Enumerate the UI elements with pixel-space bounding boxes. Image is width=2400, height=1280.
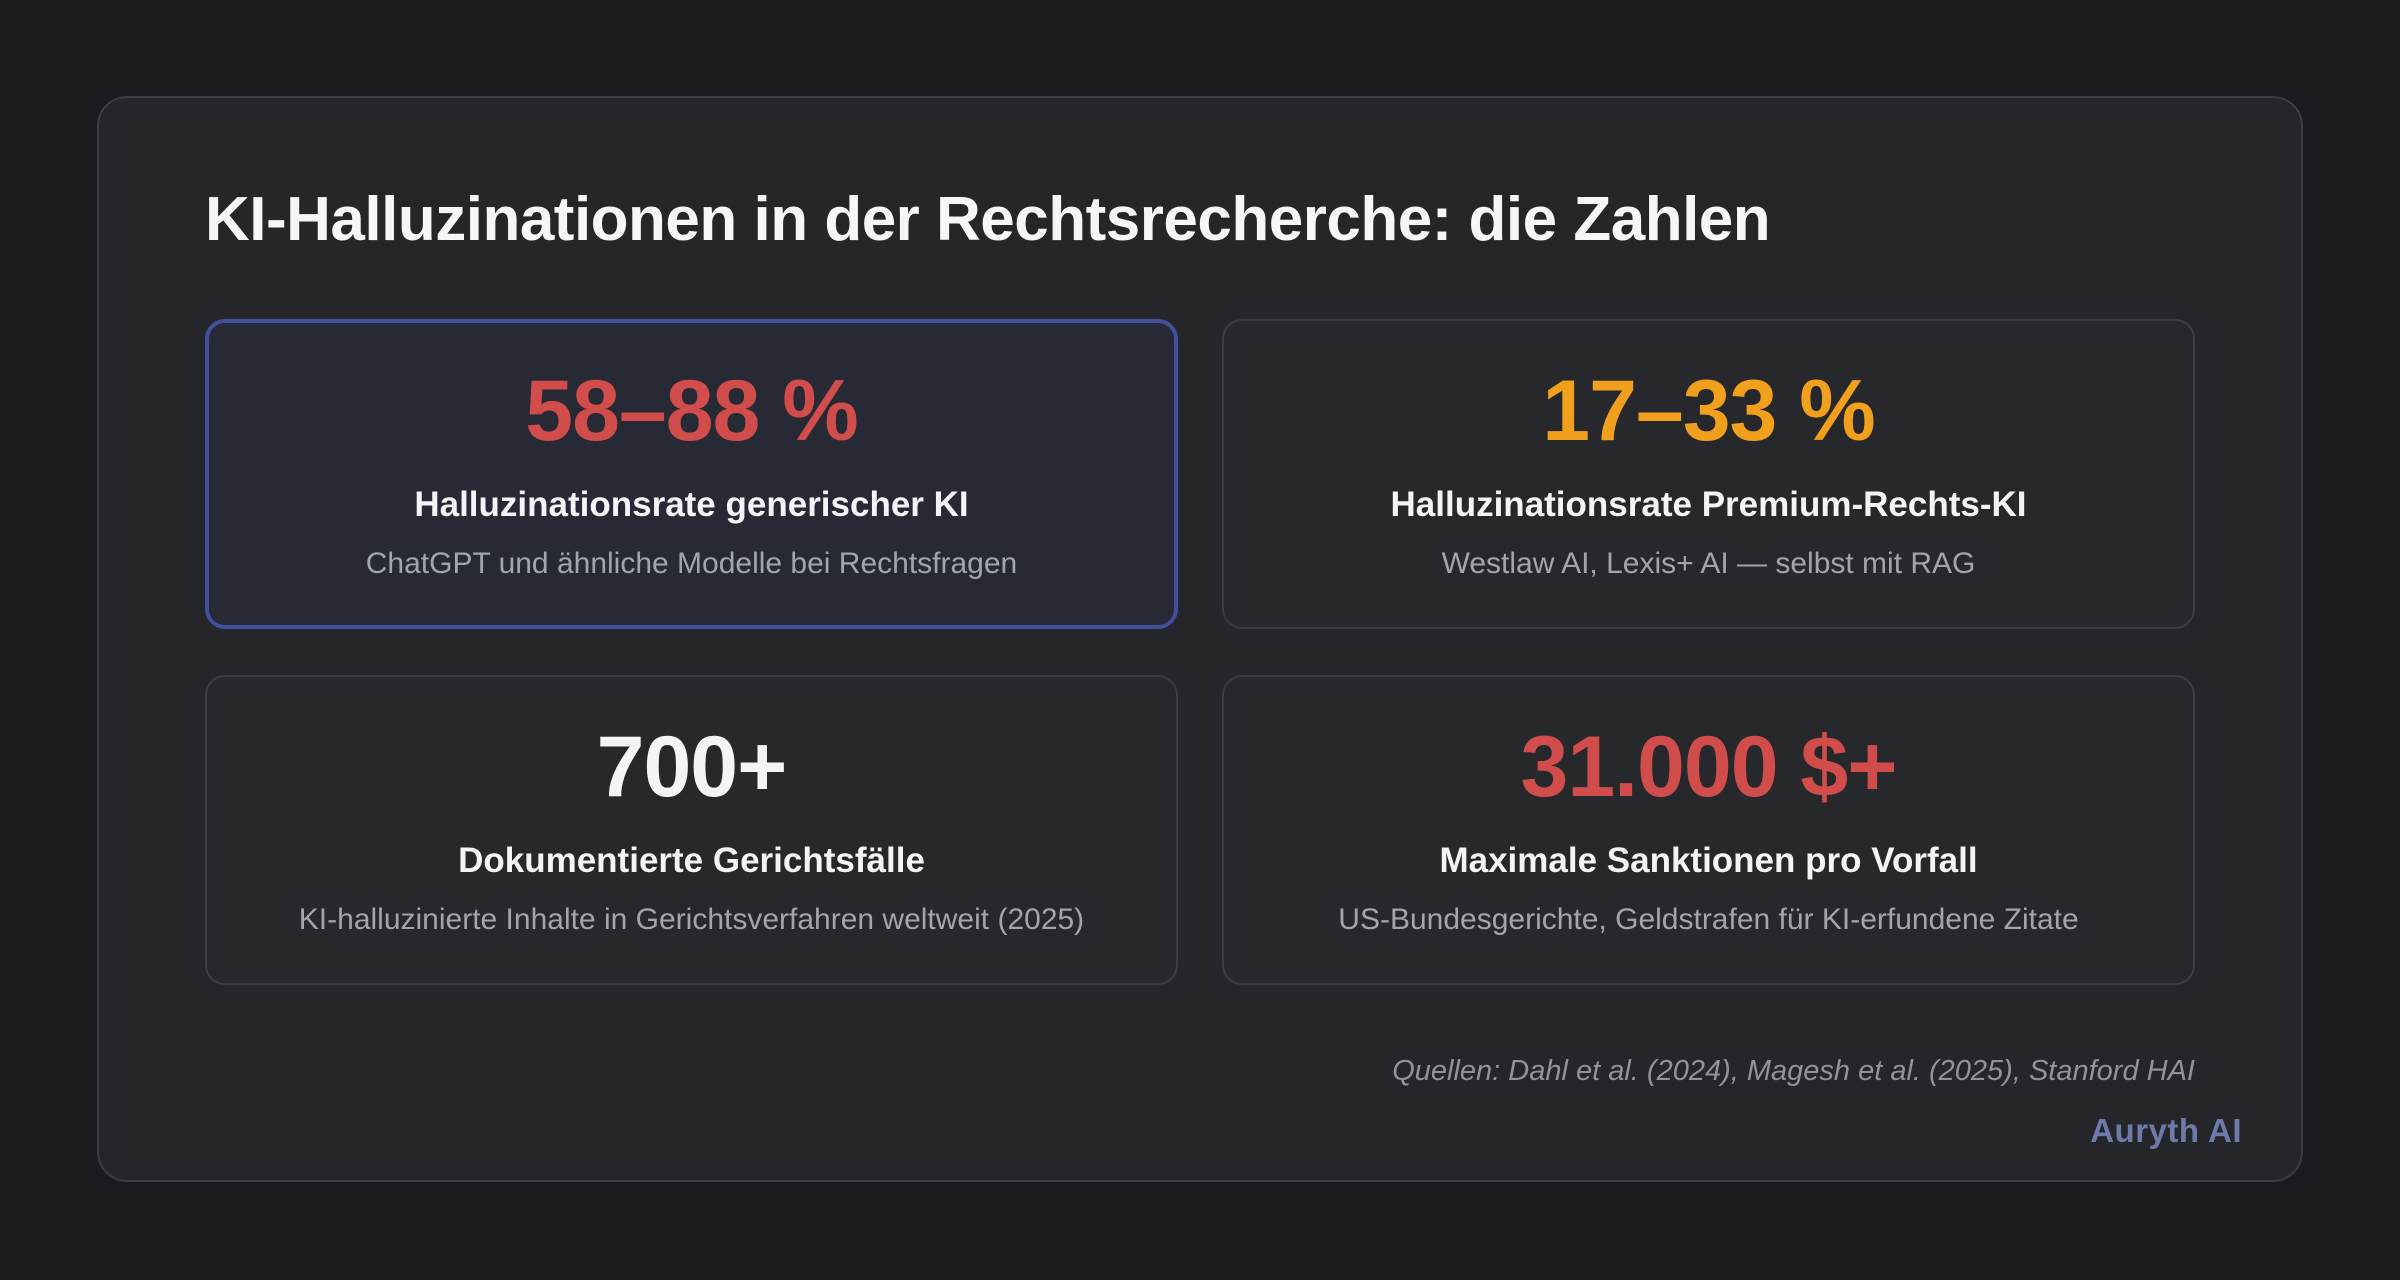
stat-description: US-Bundesgerichte, Geldstrafen für KI-er… (1338, 903, 2079, 937)
stat-label: Maximale Sanktionen pro Vorfall (1439, 841, 1978, 881)
stat-label: Halluzinationsrate generischer KI (414, 485, 969, 525)
stat-card-documented-court-cases[interactable]: 700+ Dokumentierte Gerichtsfälle KI-hall… (205, 675, 1178, 986)
stat-card-generic-ai-hallucination-rate[interactable]: 58–88 % Halluzinationsrate generischer K… (205, 319, 1178, 630)
sources-note: Quellen: Dahl et al. (2024), Magesh et a… (1392, 1055, 2195, 1088)
stat-label: Halluzinationsrate Premium-Rechts-KI (1390, 485, 2027, 525)
stat-description: KI-halluzinierte Inhalte in Gerichtsverf… (298, 903, 1085, 937)
stat-label: Dokumentierte Gerichtsfälle (458, 841, 925, 881)
stat-value: 17–33 % (1542, 363, 1876, 460)
stat-value: 58–88 % (525, 363, 859, 460)
stat-description: ChatGPT und ähnliche Modelle bei Rechtsf… (365, 547, 1018, 581)
brand-logo: Auryth AI (2090, 1112, 2242, 1150)
stats-grid: 58–88 % Halluzinationsrate generischer K… (205, 319, 2195, 986)
stat-value: 31.000 $+ (1520, 719, 1898, 816)
page-title: KI-Halluzinationen in der Rechtsrecherch… (205, 185, 1771, 254)
stat-value: 700+ (596, 719, 788, 816)
stat-card-premium-legal-ai-hallucination-rate[interactable]: 17–33 % Halluzinationsrate Premium-Recht… (1222, 319, 2195, 630)
stat-card-maximum-sanctions[interactable]: 31.000 $+ Maximale Sanktionen pro Vorfal… (1222, 675, 2195, 986)
slide-panel: KI-Halluzinationen in der Rechtsrecherch… (97, 96, 2303, 1182)
stat-description: Westlaw AI, Lexis+ AI — selbst mit RAG (1441, 547, 1976, 581)
